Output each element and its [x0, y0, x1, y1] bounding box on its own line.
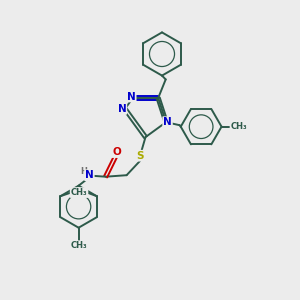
Text: N: N — [127, 92, 136, 101]
Text: CH₃: CH₃ — [230, 122, 247, 131]
Text: CH₃: CH₃ — [70, 188, 87, 197]
Text: CH₃: CH₃ — [70, 241, 87, 250]
Text: CH₃: CH₃ — [71, 188, 88, 197]
Text: N: N — [163, 117, 172, 127]
Text: O: O — [112, 147, 121, 157]
Text: S: S — [136, 151, 144, 161]
Text: N: N — [85, 170, 94, 180]
Text: H: H — [80, 167, 87, 176]
Text: N: N — [118, 104, 126, 114]
